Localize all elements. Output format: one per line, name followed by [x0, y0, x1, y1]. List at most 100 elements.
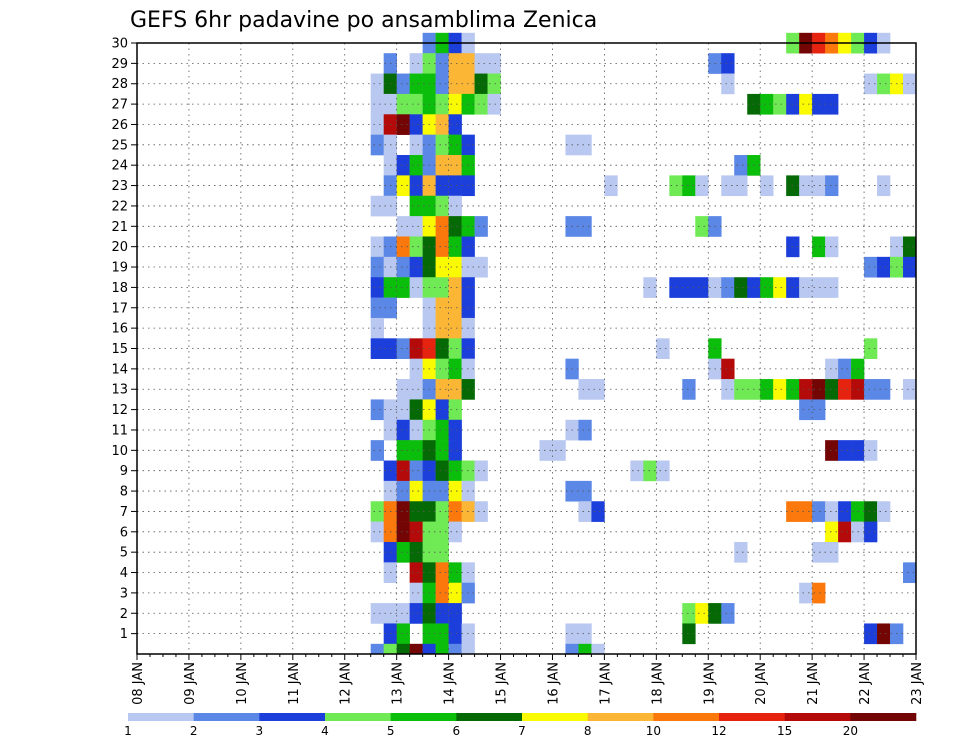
x-tick-label: 09 JAN: [183, 662, 198, 705]
y-tick-label: 2: [120, 607, 128, 622]
heatmap-cell: [825, 175, 839, 197]
heatmap-cell: [812, 277, 826, 298]
heatmap-cell: [435, 480, 449, 502]
heatmap-cell: [396, 175, 410, 197]
y-tick-label: 27: [111, 98, 128, 113]
heatmap-cell: [409, 521, 423, 543]
heatmap-cell: [825, 440, 839, 461]
heatmap-cell: [396, 623, 410, 645]
heatmap-cell: [448, 460, 462, 482]
heatmap-cell: [396, 155, 410, 176]
x-tick-label: 20 JAN: [754, 662, 769, 705]
heatmap-cell: [812, 399, 826, 421]
heatmap-cell: [682, 623, 696, 645]
y-tick-label: 9: [120, 464, 128, 479]
y-tick-label: 14: [111, 362, 128, 377]
heatmap-cell: [838, 501, 852, 522]
heatmap-cell: [877, 501, 891, 522]
colorbar-label: 7: [518, 724, 526, 738]
heatmap-cell: [435, 379, 449, 400]
heatmap-cell: [760, 93, 774, 115]
y-tick-label: 17: [111, 301, 128, 316]
colorbar-swatch: [784, 713, 851, 721]
y-tick-label: 19: [111, 261, 128, 276]
heatmap-cell: [435, 623, 449, 645]
x-axis: 08 JAN 09 JAN 10 JAN 11 JAN 12 JAN 13 JAN 14 J…: [131, 654, 925, 705]
y-tick-label: 5: [120, 546, 128, 561]
heatmap-cell: [799, 277, 813, 298]
heatmap-cell: [682, 175, 696, 197]
heatmap-cell: [864, 379, 878, 400]
heatmap-cell: [409, 195, 423, 217]
heatmap-cell: [448, 643, 462, 655]
heatmap-cells: [370, 32, 917, 655]
y-tick-label: 16: [111, 322, 128, 337]
heatmap-cell: [435, 175, 449, 197]
heatmap-cell: [903, 256, 917, 278]
heatmap-cell: [669, 277, 683, 298]
heatmap-cell: [409, 358, 423, 380]
y-tick-label: 8: [120, 485, 128, 500]
heatmap-cell: [695, 216, 709, 237]
heatmap-cell: [435, 643, 449, 655]
heatmap-cell: [578, 623, 592, 645]
heatmap-cell: [396, 114, 410, 135]
y-tick-label: 11: [111, 423, 128, 438]
colorbar-swatch: [456, 713, 523, 721]
heatmap-cell: [825, 93, 839, 115]
heatmap-cell: [409, 114, 423, 135]
heatmap-cell: [448, 53, 462, 74]
heatmap-cell: [409, 582, 423, 604]
colorbar-swatch: [390, 713, 457, 721]
y-tick-label: 18: [111, 281, 128, 296]
heatmap-cell: [448, 399, 462, 421]
heatmap-cell: [396, 419, 410, 441]
heatmap-cell: [448, 73, 462, 95]
heatmap-cell: [734, 277, 748, 298]
heatmap-cell: [721, 379, 735, 400]
heatmap-cell: [448, 338, 462, 359]
heatmap-cell: [838, 379, 852, 400]
colorbar-label: 4: [321, 724, 329, 738]
heatmap-cell: [435, 460, 449, 482]
heatmap-cell: [435, 256, 449, 278]
colorbar-swatch: [128, 713, 194, 721]
heatmap-cell: [773, 379, 787, 400]
chart-title: GEFS 6hr padavine po ansamblima Zenica: [130, 8, 597, 33]
heatmap-cell: [864, 73, 878, 95]
heatmap-cell: [435, 155, 449, 176]
heatmap-cell: [448, 317, 462, 339]
heatmap-cell: [409, 399, 423, 421]
heatmap-cell: [396, 277, 410, 298]
x-tick-label: 21 JAN: [806, 662, 821, 705]
heatmap-cell: [396, 480, 410, 502]
heatmap-cell: [812, 93, 826, 115]
heatmap-cell: [409, 93, 423, 115]
heatmap-cell: [370, 256, 384, 278]
heatmap-cell: [448, 195, 462, 217]
colorbar-legend: 1 2 3 4 5 6 7 8 10 12 15 20: [124, 713, 917, 738]
y-tick-label: 13: [111, 383, 128, 398]
y-tick-label: 4: [120, 566, 128, 581]
heatmap-cell: [630, 460, 644, 482]
heatmap-cell: [435, 73, 449, 95]
heatmap-cell: [396, 460, 410, 482]
heatmap-cell: [448, 175, 462, 197]
heatmap-cell: [435, 114, 449, 135]
heatmap-cell: [409, 562, 423, 584]
heatmap-cell: [370, 399, 384, 421]
heatmap-cell: [448, 379, 462, 400]
heatmap-cell: [409, 53, 423, 74]
heatmap-cell: [578, 379, 592, 400]
colorbar-swatch: [719, 713, 785, 721]
y-tick-label: 6: [120, 525, 128, 540]
y-tick-label: 29: [111, 57, 128, 72]
heatmap-cell: [422, 643, 436, 655]
heatmap-cell: [435, 358, 449, 380]
heatmap-cell: [877, 379, 891, 400]
heatmap-cell: [383, 643, 397, 655]
heatmap-cell: [409, 134, 423, 156]
colorbar-swatch: [850, 713, 917, 721]
heatmap-cell: [799, 582, 813, 604]
heatmap-cell: [448, 93, 462, 115]
